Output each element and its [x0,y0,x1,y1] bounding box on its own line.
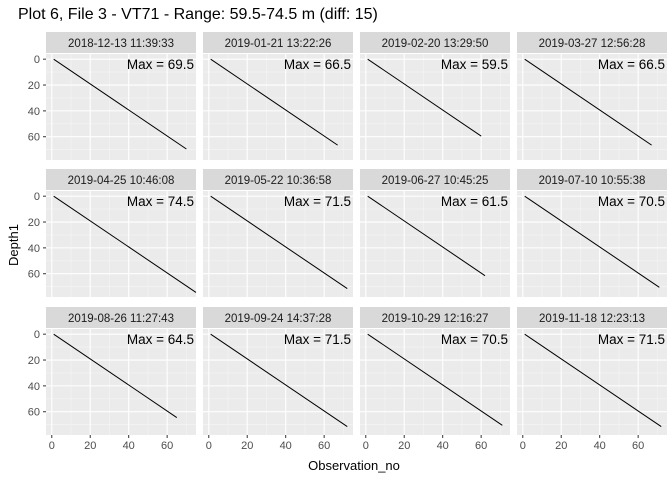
facet-strip [46,307,196,328]
series-line [367,58,482,137]
x-tick-label: 40 [280,440,292,452]
facet-strip [46,32,196,53]
facet-panel: 2019-03-27 12:56:28 Max = 66.5 [517,32,667,160]
series-line [53,195,197,293]
y-tick-label: 20 [28,355,40,367]
facet-panel: 2019-06-27 10:45:25 Max = 61.5 [360,169,510,297]
max-annotation: Max = 64.5 [127,332,194,347]
facet-strip [360,169,510,190]
facet-strip [203,169,353,190]
facet-panel: 2019-10-29 12:16:27 Max = 70.5 0 20 40 60 [360,307,510,452]
x-tick-label: 20 [241,440,253,452]
x-tick-label: 20 [398,440,410,452]
series-line [524,333,662,428]
series-line [367,333,503,426]
series-line [367,195,486,277]
y-tick-label: 0 [34,54,40,66]
y-axis-title: Depth1 [6,224,21,266]
series-line [210,195,348,290]
facet-strip [203,307,353,328]
facet-panel: 2019-05-22 10:36:58 Max = 71.5 [203,169,353,297]
y-tick-label: 40 [28,243,40,255]
facet-strip-label: 2019-02-20 13:29:50 [382,38,489,50]
max-annotation: Max = 71.5 [598,332,665,347]
facet-panel: 2019-01-21 13:22:26 Max = 66.5 [203,32,353,160]
series-line [53,333,178,418]
series-line [210,58,338,146]
max-annotation: Max = 59.5 [441,57,508,72]
x-tick-label: 40 [437,440,449,452]
max-annotation: Max = 61.5 [441,194,508,209]
facet-panel: 2019-09-24 14:37:28 Max = 71.5 0 20 40 60 [203,307,353,452]
max-annotation: Max = 66.5 [598,57,665,72]
x-tick-label: 40 [594,440,606,452]
facet-strip-label: 2019-06-27 10:45:25 [382,175,489,187]
max-annotation: Max = 70.5 [598,194,665,209]
x-tick-label: 0 [206,440,212,452]
facet-strip [517,169,667,190]
facet-strip-label: 2019-10-29 12:16:27 [382,313,489,325]
facet-panel: 2018-12-13 11:39:33 Max = 69.5 0 20 40 60 [28,32,196,160]
y-tick-label: 0 [34,329,40,341]
x-tick-label: 60 [475,440,487,452]
x-tick-label: 0 [363,440,369,452]
x-tick-label: 60 [318,440,330,452]
max-annotation: Max = 70.5 [441,332,508,347]
facet-strip-label: 2019-09-24 14:37:28 [225,313,332,325]
max-annotation: Max = 71.5 [284,194,351,209]
x-tick-label: 40 [123,440,135,452]
x-axis-title: Observation_no [308,458,400,473]
facet-strip-label: 2019-03-27 12:56:28 [539,38,646,50]
x-tick-label: 20 [84,440,96,452]
y-tick-label: 60 [28,132,40,144]
facet-panel: 2019-07-10 10:55:38 Max = 70.5 [517,169,667,297]
series-line [210,333,348,428]
x-tick-label: 0 [49,440,55,452]
y-tick-label: 40 [28,381,40,393]
y-tick-label: 60 [28,269,40,281]
x-tick-label: 60 [632,440,644,452]
facet-strip-label: 2019-01-21 13:22:26 [225,38,332,50]
facet-strip [360,307,510,328]
max-annotation: Max = 66.5 [284,57,351,72]
series-line [53,58,187,150]
facet-panel: 2019-11-18 12:23:13 Max = 71.5 0 20 40 60 [517,307,667,452]
y-tick-label: 0 [34,191,40,203]
y-tick-label: 60 [28,407,40,419]
facet-strip [517,32,667,53]
y-tick-label: 20 [28,80,40,92]
y-tick-label: 40 [28,106,40,118]
x-tick-label: 20 [555,440,567,452]
x-tick-label: 60 [161,440,173,452]
chart-title: Plot 6, File 3 - VT71 - Range: 59.5-74.5… [18,6,378,23]
facet-strip-label: 2019-07-10 10:55:38 [539,175,646,187]
series-line [524,58,652,146]
facet-strip [517,307,667,328]
max-annotation: Max = 74.5 [127,194,194,209]
max-annotation: Max = 69.5 [127,57,194,72]
facet-strip-label: 2019-04-25 10:46:08 [68,175,175,187]
facet-strip-label: 2019-05-22 10:36:58 [225,175,332,187]
facet-panel: 2019-08-26 11:27:43 Max = 64.5 0 20 40 60 0 20 4… [28,307,196,452]
facet-panel: 2019-04-25 10:46:08 Max = 74.5 0 20 40 60 [28,169,197,297]
facet-strip-label: 2019-08-26 11:27:43 [68,313,174,325]
max-annotation: Max = 71.5 [284,332,351,347]
facet-strip-label: 2018-12-13 11:39:33 [68,38,174,50]
y-tick-label: 20 [28,217,40,229]
facet-panel: 2019-02-20 13:29:50 Max = 59.5 [360,32,510,160]
facet-strip [46,169,196,190]
x-tick-label: 0 [520,440,526,452]
facet-strip [360,32,510,53]
facet-strip-label: 2019-11-18 12:23:13 [539,313,645,325]
facet-strip [203,32,353,53]
series-line [524,195,660,288]
